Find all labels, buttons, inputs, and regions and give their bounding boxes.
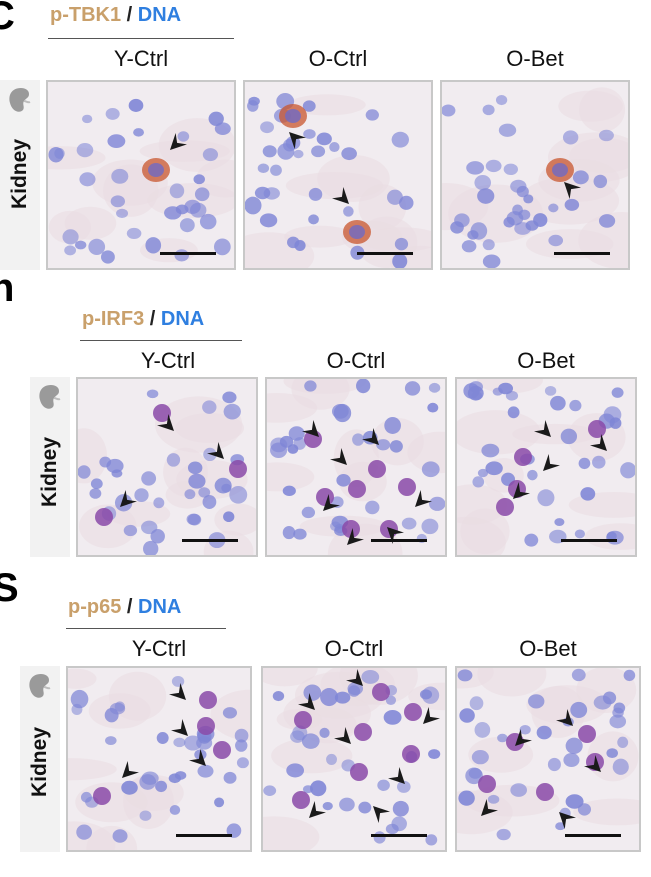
micrograph-y-ctrl [76,377,258,557]
scale-bar [176,834,232,837]
kidney-icon [39,385,61,409]
scale-bar [565,834,621,837]
micrograph-image [263,668,445,850]
scale-bar [371,834,427,837]
micrograph-o-ctrl [265,377,447,557]
micrograph-image [48,82,234,268]
dna-label: DNA [160,308,205,330]
organ-label: Kidney [38,437,61,508]
dna-label: DNA [138,596,182,618]
arrowhead-icon [170,133,187,150]
stain-title: p-TBK1 / DNA [50,4,181,27]
scale-bar [182,539,238,542]
micrograph-o-ctrl [261,666,447,852]
arrowhead-icon [289,132,306,149]
column-label-o-ctrl: O-Ctrl [308,46,368,71]
micrograph-image [267,379,445,555]
arrowhead-icon [207,442,224,459]
scale-bar [357,252,413,255]
arrowhead-icon [332,187,349,204]
arrowhead-icon [330,448,347,465]
marker-label: p-IRF3 [82,308,145,330]
micrograph-o-ctrl [243,80,433,270]
arrowhead-icon [415,490,432,507]
organ-label: Kidney [8,139,31,210]
panel-letter: C [0,0,15,38]
column-label-o-bet: O-Bet [519,636,577,661]
marker-label: p-p65 [68,596,122,618]
panel-letter: S [0,566,19,610]
title-underline [66,628,226,629]
micrograph-o-bet [455,377,637,557]
dna-label: DNA [137,4,182,26]
column-label-y-ctrl: Y-Ctrl [131,636,187,661]
micrograph-image [457,668,639,850]
stain-title: p-p65 / DNA [68,596,181,619]
micrograph-image [245,82,431,268]
arrowhead-icon [157,414,174,431]
separator-label: / [126,4,133,26]
panel-letter: h [0,266,15,310]
title-underline [48,38,234,39]
micrograph-y-ctrl [66,666,252,852]
column-label-o-bet: O-Bet [517,348,575,373]
micrograph-image [68,668,250,850]
organ-label: Kidney [28,727,51,798]
column-label-o-ctrl: O-Ctrl [326,348,386,373]
panel-pirf3: h p-IRF3 / DNA Y-Ctrl O-Ctrl O-Bet Kidne… [0,268,651,570]
column-label-o-bet: O-Bet [506,46,564,71]
scale-bar [371,539,427,542]
scale-bar [554,252,610,255]
column-label-y-ctrl: Y-Ctrl [140,348,196,373]
arrowhead-icon [362,428,379,445]
column-label-o-ctrl: O-Ctrl [324,636,384,661]
micrograph-image [78,379,256,555]
panel-pp65: S p-p65 / DNA Y-Ctrl O-Ctrl O-Bet Kidney [0,566,651,870]
panel-ptbk1: C p-TBK1 / DNA Y-Ctrl O-Ctrl O-Bet Kidne… [0,0,651,280]
marker-label: p-TBK1 [50,4,122,26]
separator-label: / [149,308,156,330]
arrowhead-icon [302,420,319,437]
kidney-icon [9,88,31,112]
micrograph-o-bet [440,80,630,270]
separator-label: / [126,596,133,618]
micrograph-y-ctrl [46,80,236,270]
scale-bar [160,252,216,255]
column-label-y-ctrl: Y-Ctrl [113,46,169,71]
micrograph-o-bet [455,666,641,852]
title-underline [80,340,242,341]
micrograph-image [442,82,628,268]
kidney-icon [29,674,51,698]
arrowhead-icon [323,494,340,511]
organ-side-strip [0,80,40,270]
scale-bar [561,539,617,542]
stain-title: p-IRF3 / DNA [82,308,204,331]
micrograph-image [457,379,635,555]
